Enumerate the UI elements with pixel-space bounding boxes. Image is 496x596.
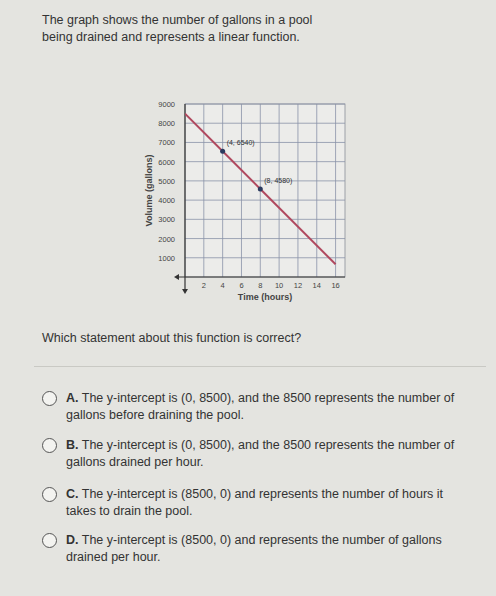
grid-line [185,238,345,239]
y-tick-label: 4000 [158,196,175,205]
y-axis-label: Volume (gallons) [144,155,154,227]
x-tick-label: 16 [331,281,339,290]
intro: The graph shows the number of gallons in… [42,12,342,46]
grid-line [316,104,317,277]
grid-line [335,104,336,277]
x-tick-label: 4 [221,281,225,290]
grid-line [297,104,298,277]
option-letter: D. [66,533,79,547]
option-letter: C. [66,487,79,501]
x-tick-label: 12 [294,281,302,290]
grid-line [185,104,345,105]
point [258,186,263,191]
data-line [185,114,336,265]
radio-button[interactable] [42,533,57,548]
option-body: The y-intercept is (8500, 0) and represe… [66,533,442,564]
option-text: D. The y-intercept is (8500, 0) and repr… [66,532,476,566]
option-body: The y-intercept is (8500, 0) and represe… [66,487,443,518]
separator [34,366,486,367]
grid-line [203,104,204,277]
y-tick-label: 6000 [158,158,175,167]
x-tick-label: 14 [313,281,321,290]
x-tick-label: 6 [239,281,243,290]
y-axis [184,104,185,291]
y-tick-label: 5000 [158,177,175,186]
plot-frame [185,104,345,277]
grid-line [185,142,345,143]
grid-line [185,123,345,124]
y-tick-label: 3000 [158,215,175,224]
x-tick-label: 10 [275,281,283,290]
option-letter: A. [66,391,79,405]
x-axis-label: Time (hours) [238,292,292,302]
option[interactable]: C. The y-intercept is (8500, 0) and repr… [42,486,482,526]
option-text: A. The y-intercept is (0, 8500), and the… [66,390,476,424]
x-tick-label: 8 [258,281,262,290]
grid-line [185,219,345,220]
option[interactable]: B. The y-intercept is (0, 8500), and the… [42,437,482,477]
question: Which statement about this function is c… [42,330,482,347]
y-tick-label: 2000 [158,235,175,244]
grid-line [185,161,345,162]
option[interactable]: A. The y-intercept is (0, 8500), and the… [42,390,482,430]
grid-line [279,104,280,277]
grid-line [185,200,345,201]
y-tick-label: 9000 [158,100,175,109]
option-text: C. The y-intercept is (8500, 0) and repr… [66,486,476,520]
grid-line [185,257,345,258]
y-tick-label: 7000 [158,138,175,147]
grid-line [241,104,242,277]
marks [185,114,336,265]
option-body: The y-intercept is (0, 8500), and the 85… [66,391,454,422]
annotation: (8, 4580) [264,177,292,185]
radio-button[interactable] [42,487,57,502]
grid-line [222,104,223,277]
option[interactable]: D. The y-intercept is (8500, 0) and repr… [42,532,482,572]
point [220,149,225,154]
annotation: (4, 6540) [227,139,255,147]
y-tick-label: 1000 [158,254,175,263]
y-tick-label: 8000 [158,119,175,128]
radio-button[interactable] [42,391,57,406]
axis-arrow [182,289,188,294]
option-text: B. The y-intercept is (0, 8500), and the… [66,437,476,471]
x-axis [177,276,345,277]
x-tick-label: 2 [202,281,206,290]
radio-button[interactable] [42,438,57,453]
option-body: The y-intercept is (0, 8500), and the 85… [66,438,454,469]
axis-arrow [174,274,179,280]
option-letter: B. [66,438,79,452]
